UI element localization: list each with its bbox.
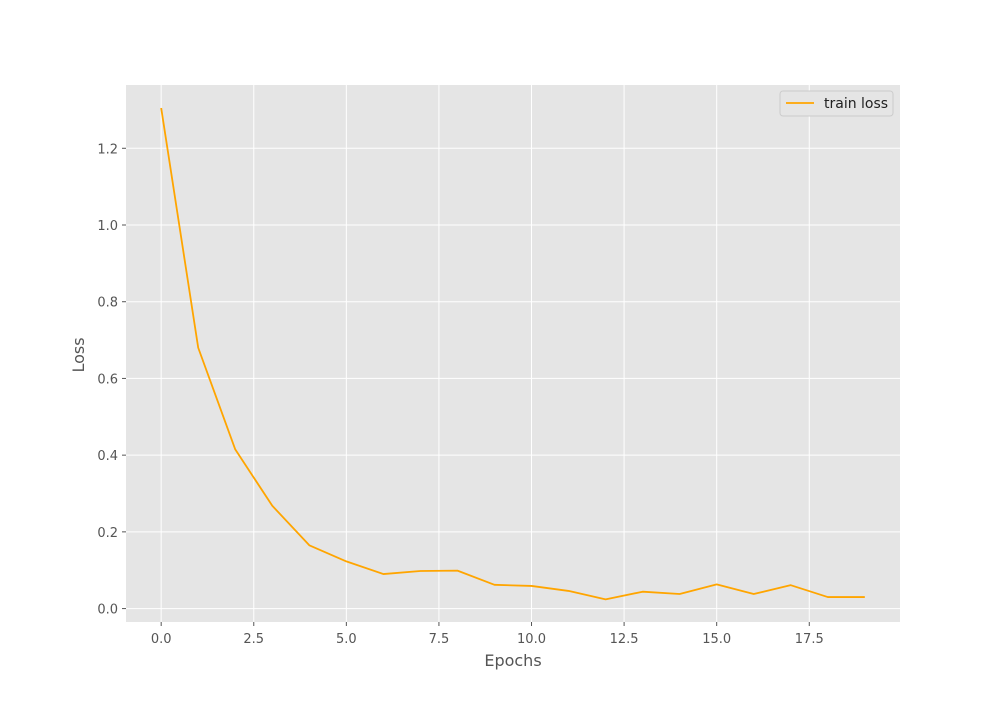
- y-tick-label: 1.2: [97, 142, 118, 157]
- series-lines: [160, 107, 865, 601]
- grid-lines: [126, 85, 900, 622]
- x-tick-label: 0.0: [151, 632, 172, 647]
- legend: train loss: [779, 90, 894, 117]
- y-tick-label: 1.0: [97, 219, 118, 234]
- y-tick-label: 0.2: [97, 526, 118, 541]
- x-axis-label: Epochs: [484, 651, 541, 670]
- x-tick-label: 5.0: [336, 632, 357, 647]
- y-axis-label: Loss: [69, 337, 88, 372]
- y-tick-label: 0.8: [97, 296, 118, 311]
- x-tick-label: 15.0: [702, 632, 731, 647]
- legend-box: [779, 90, 894, 117]
- y-tick-label: 0.6: [97, 372, 118, 387]
- x-tick-label: 2.5: [243, 632, 264, 647]
- x-axis-ticks: 0.0 2.5 5.0 7.5 10.0 12.5 15.0 17.5: [151, 622, 824, 647]
- x-tick-label: 12.5: [610, 632, 639, 647]
- y-axis-ticks: 0.0 0.2 0.4 0.6 0.8 1.0 1.2: [97, 142, 126, 618]
- y-tick-label: 0.0: [97, 603, 118, 618]
- plot-area: [126, 85, 900, 622]
- legend-label: train loss: [824, 96, 888, 112]
- y-tick-label: 0.4: [97, 449, 118, 464]
- series-line-train-loss: [160, 107, 865, 601]
- x-tick-label: 7.5: [429, 632, 450, 647]
- x-tick-label: 10.0: [517, 632, 546, 647]
- x-tick-label: 17.5: [795, 632, 824, 647]
